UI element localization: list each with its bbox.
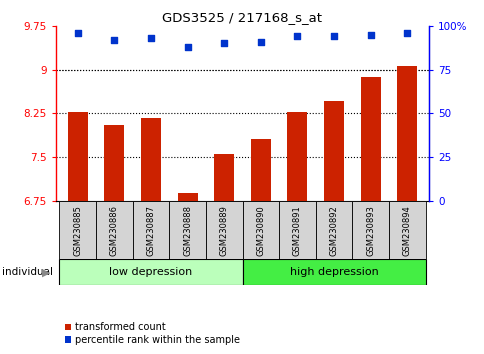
Bar: [213, 154, 234, 201]
Bar: [250, 138, 271, 201]
Bar: [177, 194, 197, 201]
Point: [403, 30, 410, 36]
Point: [183, 44, 191, 50]
Text: GSM230894: GSM230894: [402, 205, 411, 256]
Text: GSM230893: GSM230893: [365, 205, 374, 256]
Point: [110, 37, 118, 43]
Point: [257, 39, 264, 45]
Text: GSM230891: GSM230891: [292, 205, 302, 256]
Bar: [315, 201, 351, 259]
Text: GSM230885: GSM230885: [73, 205, 82, 256]
Bar: [396, 65, 416, 201]
Text: GDS3525 / 217168_s_at: GDS3525 / 217168_s_at: [162, 11, 322, 24]
Point: [74, 30, 81, 36]
Point: [293, 34, 301, 39]
Bar: [278, 201, 315, 259]
Bar: [133, 201, 169, 259]
Text: GSM230888: GSM230888: [182, 205, 192, 256]
Text: ▶: ▶: [42, 267, 51, 277]
Bar: [68, 112, 88, 201]
Bar: [360, 77, 380, 201]
Bar: [242, 201, 278, 259]
Bar: [141, 118, 161, 201]
Bar: [206, 201, 242, 259]
Text: low depression: low depression: [109, 267, 192, 277]
Text: GSM230890: GSM230890: [256, 205, 265, 256]
Text: high depression: high depression: [289, 267, 378, 277]
Text: GSM230887: GSM230887: [146, 205, 155, 256]
Bar: [242, 259, 424, 285]
Bar: [287, 112, 307, 201]
Bar: [60, 201, 96, 259]
Point: [220, 41, 227, 46]
Bar: [60, 259, 242, 285]
Legend: transformed count, percentile rank within the sample: transformed count, percentile rank withi…: [60, 319, 243, 349]
Bar: [96, 201, 133, 259]
Bar: [104, 125, 124, 201]
Bar: [169, 201, 206, 259]
Point: [147, 35, 154, 41]
Text: GSM230889: GSM230889: [219, 205, 228, 256]
Bar: [323, 101, 343, 201]
Bar: [388, 201, 424, 259]
Text: GSM230886: GSM230886: [110, 205, 119, 256]
Point: [366, 32, 374, 38]
Text: GSM230892: GSM230892: [329, 205, 338, 256]
Text: individual: individual: [2, 267, 53, 277]
Bar: [351, 201, 388, 259]
Point: [330, 34, 337, 39]
